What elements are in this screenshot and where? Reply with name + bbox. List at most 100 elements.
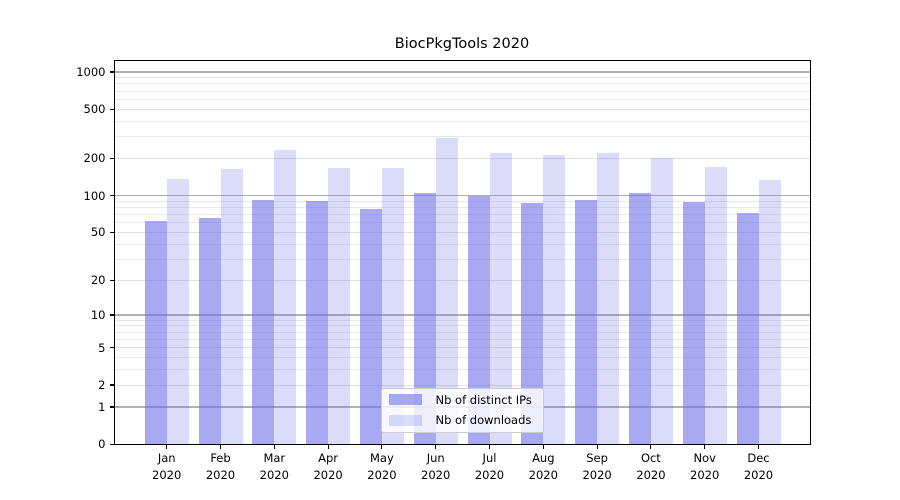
y-tick-label: 200 xyxy=(83,151,106,166)
y-tick-mark xyxy=(109,384,115,386)
bar-nb-of-downloads-mar xyxy=(274,150,297,445)
y-tick-mark xyxy=(109,443,115,445)
x-tick-year: 2020 xyxy=(205,467,236,482)
y-tick-label: 500 xyxy=(83,102,106,117)
bar-nb-of-distinct-ips-dec xyxy=(736,213,759,445)
x-tick-month: Mar xyxy=(263,451,286,466)
bar-nb-of-distinct-ips-may xyxy=(359,208,382,445)
x-tick-mark xyxy=(757,444,760,449)
x-tick-label-may: May 2020 xyxy=(354,450,410,483)
y-tick-label: 10 xyxy=(90,308,106,323)
x-tick-month: Jun xyxy=(426,451,445,466)
x-tick-year: 2020 xyxy=(313,467,343,482)
y-tick-label: 2 xyxy=(98,378,106,393)
y-gridline-minor xyxy=(114,369,811,371)
x-tick-month: Jan xyxy=(157,451,176,466)
x-tick-label-sep: Sep 2020 xyxy=(569,450,625,483)
bar-nb-of-distinct-ips-sep xyxy=(575,200,598,445)
x-tick-mark xyxy=(488,444,491,449)
y-gridline-minor xyxy=(114,157,811,159)
y-gridline-minor xyxy=(114,83,811,85)
x-tick-month: Dec xyxy=(747,451,770,466)
x-tick-label-jun: Jun 2020 xyxy=(408,450,464,483)
bar-nb-of-distinct-ips-jan xyxy=(144,221,167,445)
legend-swatch-downloads xyxy=(388,414,422,426)
x-tick-month: Sep xyxy=(586,451,608,466)
y-tick-mark xyxy=(109,194,115,197)
y-tick-mark xyxy=(109,314,115,316)
x-tick-label-mar: Mar 2020 xyxy=(246,450,302,483)
x-tick-label-oct: Oct 2020 xyxy=(623,450,679,483)
y-gridline-minor xyxy=(114,331,811,333)
x-tick-label-nov: Nov 2020 xyxy=(677,450,733,483)
y-gridline-minor xyxy=(114,357,811,359)
bar-nb-of-downloads-jan xyxy=(166,179,189,445)
x-tick-month: Oct xyxy=(640,451,661,466)
bar-nb-of-distinct-ips-jun xyxy=(413,193,436,445)
chart-title: BiocPkgTools 2020 xyxy=(394,36,530,52)
y-tick-mark xyxy=(109,406,115,408)
x-tick-mark xyxy=(219,444,222,449)
legend-row: Nb of downloads xyxy=(388,411,536,430)
y-tick-label: 20 xyxy=(90,273,106,288)
y-gridline-minor xyxy=(114,120,811,122)
x-tick-month: Apr xyxy=(318,451,339,466)
x-tick-label-aug: Aug 2020 xyxy=(515,450,571,483)
bar-nb-of-downloads-jul xyxy=(489,153,512,445)
x-tick-year: 2020 xyxy=(528,467,558,482)
legend: Nb of distinct IPs Nb of downloads xyxy=(380,387,544,433)
x-tick-month: Aug xyxy=(532,451,555,466)
y-tick-mark xyxy=(109,71,115,73)
y-tick-label: 0 xyxy=(98,437,106,452)
y-gridline-minor xyxy=(114,243,811,245)
x-tick-month: May xyxy=(370,451,394,466)
y-tick-label: 5 xyxy=(98,340,106,355)
x-tick-label-apr: Apr 2020 xyxy=(300,450,356,483)
bar-nb-of-distinct-ips-oct xyxy=(628,192,651,445)
bar-nb-of-downloads-oct xyxy=(650,158,673,445)
bar-nb-of-downloads-feb xyxy=(220,168,243,445)
legend-swatch-distinct-ips xyxy=(388,394,422,406)
x-tick-mark xyxy=(704,444,706,449)
y-tick-mark xyxy=(109,347,115,349)
y-gridline-minor xyxy=(114,347,811,349)
x-tick-year: 2020 xyxy=(367,467,397,482)
x-tick-year: 2020 xyxy=(636,467,666,482)
legend-label-distinct-ips: Nb of distinct IPs xyxy=(435,392,532,407)
y-gridline-minor xyxy=(114,325,811,327)
x-tick-year: 2020 xyxy=(152,467,182,482)
bar-nb-of-downloads-dec xyxy=(758,180,781,445)
bar-nb-of-distinct-ips-nov xyxy=(682,202,705,445)
y-tick-mark xyxy=(109,157,115,160)
y-gridline-minor xyxy=(114,319,811,321)
x-tick-label-jan: Jan 2020 xyxy=(139,450,195,483)
x-tick-year: 2020 xyxy=(582,467,612,482)
y-gridline-minor xyxy=(114,222,811,224)
y-gridline-minor xyxy=(114,384,811,386)
x-tick-mark xyxy=(435,444,437,449)
y-gridline-minor xyxy=(114,231,811,233)
bar-nb-of-distinct-ips-feb xyxy=(198,217,221,445)
y-gridline-minor xyxy=(114,338,811,340)
bar-nb-of-downloads-nov xyxy=(704,166,727,445)
y-tick-label: 1 xyxy=(98,399,106,414)
x-tick-month: Nov xyxy=(693,451,716,466)
bar-nb-of-distinct-ips-jul xyxy=(467,195,490,445)
bar-nb-of-distinct-ips-apr xyxy=(306,200,329,445)
x-tick-year: 2020 xyxy=(474,467,505,482)
legend-row: Nb of distinct IPs xyxy=(388,391,536,410)
y-tick-mark xyxy=(109,108,115,110)
bar-nb-of-downloads-jun xyxy=(435,138,458,445)
y-gridline-major xyxy=(114,314,811,316)
x-tick-year: 2020 xyxy=(690,467,720,482)
x-tick-month: Feb xyxy=(210,451,231,466)
bar-nb-of-distinct-ips-aug xyxy=(521,202,544,445)
plot-frame xyxy=(113,59,812,446)
bar-nb-of-downloads-apr xyxy=(328,168,351,445)
x-tick-year: 2020 xyxy=(421,467,451,482)
legend-label-downloads: Nb of downloads xyxy=(435,413,532,428)
